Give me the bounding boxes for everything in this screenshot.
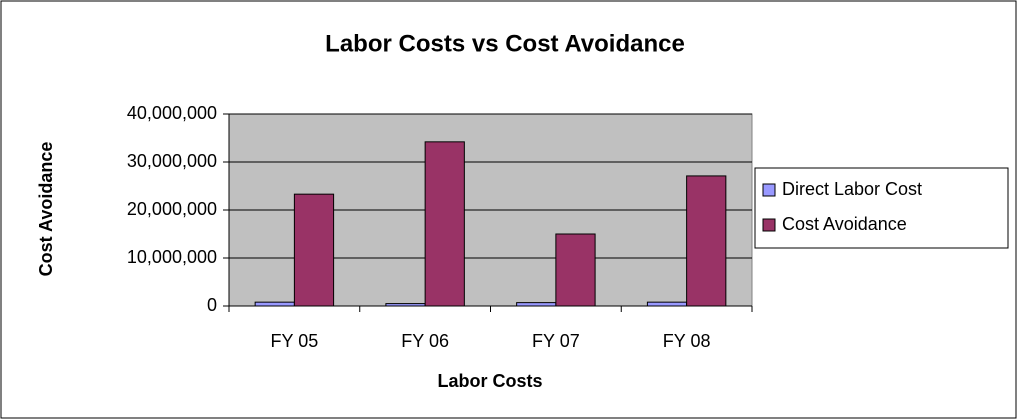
- y-tick-label: 30,000,000: [127, 151, 217, 171]
- legend-swatch: [762, 183, 776, 197]
- legend-label: Direct Labor Cost: [782, 179, 922, 199]
- bar: [555, 233, 596, 307]
- y-tick-label: 40,000,000: [127, 103, 217, 123]
- bar: [646, 301, 688, 307]
- x-tick-label: FY 07: [532, 331, 580, 351]
- bar: [686, 175, 727, 307]
- x-tick-label: FY 08: [663, 331, 711, 351]
- x-axis-label: Labor Costs: [437, 371, 542, 391]
- legend-box: [754, 167, 1009, 249]
- legend-swatch: [762, 218, 776, 232]
- y-axis-label: Cost Avoidance: [36, 142, 56, 277]
- x-tick-label: FY 06: [401, 331, 449, 351]
- legend-label: Cost Avoidance: [782, 214, 907, 234]
- bar: [385, 303, 426, 307]
- y-tick-label: 10,000,000: [127, 247, 217, 267]
- y-tick-label: 0: [207, 295, 217, 315]
- y-tick-label: 20,000,000: [127, 199, 217, 219]
- bar: [293, 193, 335, 307]
- bar: [254, 301, 295, 307]
- bar: [424, 141, 465, 307]
- bar: [516, 302, 557, 307]
- x-tick-label: FY 05: [271, 331, 319, 351]
- chart-title: Labor Costs vs Cost Avoidance: [325, 30, 685, 57]
